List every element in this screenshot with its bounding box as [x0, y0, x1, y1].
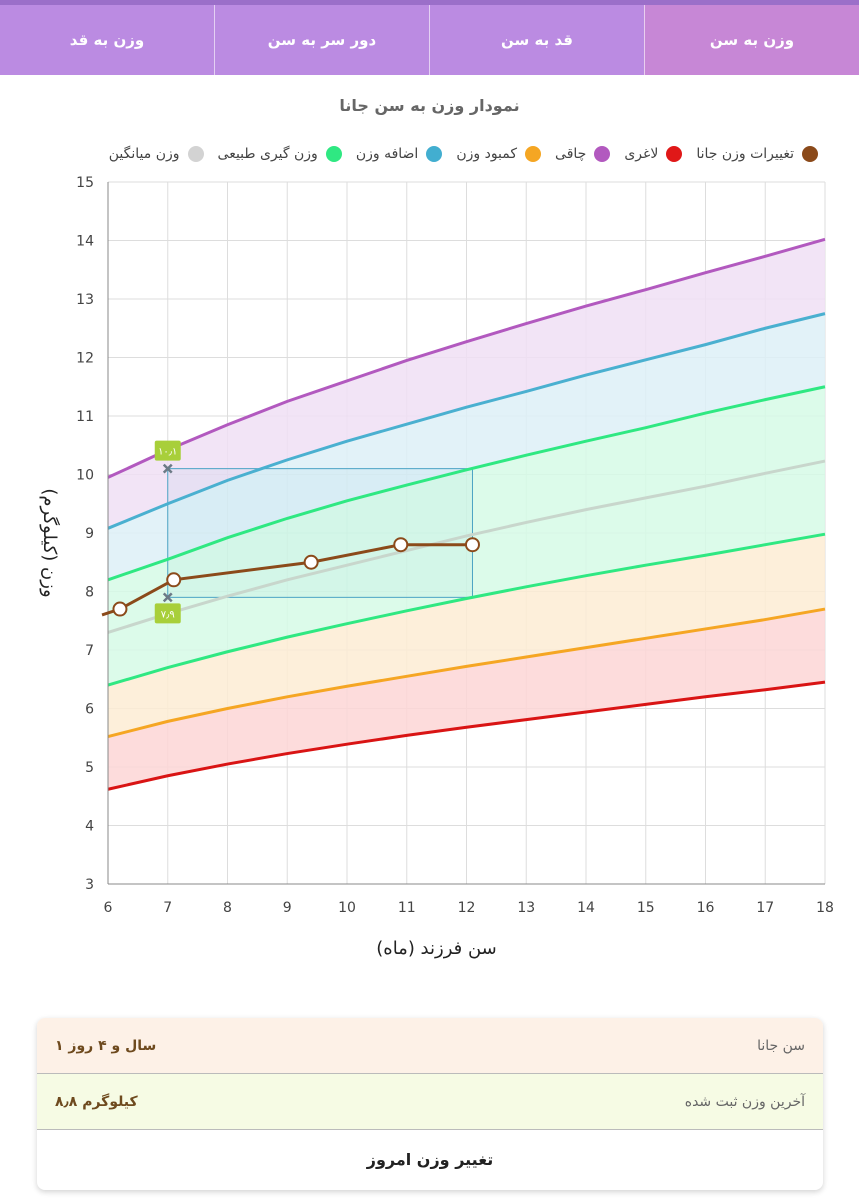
- y-tick-label: 14: [76, 234, 94, 250]
- legend-dot-icon: [594, 146, 611, 162]
- legend-dot-icon: [802, 146, 818, 162]
- x-tick-label: 7: [163, 900, 172, 916]
- legend-dot-icon: [325, 146, 342, 162]
- child-weight-point: [303, 554, 319, 570]
- y-tick-label: 13: [76, 292, 94, 308]
- change-weight-today-button[interactable]: تغییر وزن امروز: [366, 1149, 494, 1169]
- percentile-band: [108, 461, 825, 686]
- percentile-band: [108, 386, 825, 633]
- marker-label-badge: [154, 603, 181, 624]
- child-weight-point: [393, 537, 409, 553]
- child-weight-point: [166, 572, 182, 588]
- tab-bar: وزن به سن قد به سن دور سر به سن وزن به ق…: [0, 5, 859, 75]
- x-tick-label: 13: [517, 900, 535, 916]
- y-tick-label: 9: [85, 526, 94, 542]
- top-accent-bar: [0, 0, 859, 5]
- percentile-band: [108, 609, 825, 790]
- legend-item[interactable]: وزن میانگین: [109, 146, 204, 162]
- x-tick-label: 16: [697, 900, 715, 916]
- x-tick-label: 18: [816, 900, 834, 916]
- marker-label: ۷٫۹: [161, 609, 175, 620]
- y-tick-label: 7: [85, 643, 94, 659]
- age-value: ۱ سال و ۴ روز: [55, 1037, 157, 1054]
- y-tick-label: 3: [85, 877, 94, 893]
- x-tick-label: 11: [398, 900, 416, 916]
- percentile-band: [108, 313, 825, 580]
- legend-dot-icon: [187, 146, 204, 162]
- y-tick-label: 10: [76, 468, 94, 484]
- chart-title: نمودار وزن به سن جانا: [339, 96, 520, 115]
- last-weight-label: آخرین وزن ثبت شده: [684, 1093, 805, 1110]
- legend-label: لاغری: [624, 146, 659, 162]
- legend-item[interactable]: لاغری: [624, 146, 683, 162]
- child-weight-point: [112, 601, 128, 617]
- tab-weight-for-height[interactable]: وزن به قد: [69, 31, 145, 49]
- legend-label: وزن گیری طبیعی: [217, 146, 318, 162]
- x-tick-label: 9: [283, 900, 292, 916]
- weight-for-age-chart: 6 7 8 9 10 11 12 13 14 15 16 17 18 3 4 5 6 7 8 9 10 11 12 13 14 1…: [39, 175, 834, 959]
- x-tick-label: 10: [338, 900, 356, 916]
- cross-marker-icon: [162, 463, 173, 474]
- reference-curve: [107, 680, 826, 791]
- x-tick-label: 12: [458, 900, 476, 916]
- normal-range-box: [167, 468, 473, 598]
- legend-item[interactable]: چاقی: [555, 146, 611, 162]
- y-tick-label: 4: [85, 819, 94, 835]
- reference-curve: [107, 385, 826, 582]
- tab-height-for-age[interactable]: قد به سن: [429, 5, 644, 75]
- y-tick-label: 11: [76, 409, 94, 425]
- legend-label: کمبود وزن: [456, 146, 518, 162]
- reference-curve: [107, 459, 826, 634]
- marker-label: ۱۰٫۱: [158, 447, 177, 458]
- legend-label: چاقی: [555, 146, 587, 162]
- legend-item[interactable]: کمبود وزن: [456, 146, 542, 162]
- y-tick-label: 12: [76, 351, 94, 367]
- y-tick-label: 6: [85, 702, 94, 718]
- reference-curve: [107, 532, 826, 687]
- x-tick-label: 15: [637, 900, 655, 916]
- legend-label: اضافه وزن: [355, 146, 419, 162]
- reference-curve: [107, 607, 826, 739]
- percentile-band: [108, 534, 825, 737]
- legend-item[interactable]: اضافه وزن: [356, 146, 443, 162]
- legend-label: تغییرات وزن جانا: [696, 146, 794, 162]
- cross-marker-icon: [162, 592, 173, 603]
- x-axis-title: سن فرزند (ماه): [376, 938, 497, 959]
- info-card: ۱ سال و ۴ روز سن جانا ۸٫۸ کیلوگرم آخرین …: [37, 1018, 823, 1190]
- x-tick-label: 17: [756, 900, 774, 916]
- y-tick-label: 15: [76, 175, 94, 191]
- weight-row: ۸٫۸ کیلوگرم آخرین وزن ثبت شده: [37, 1074, 823, 1130]
- marker-label-badge: [154, 440, 181, 461]
- reference-curve: [107, 237, 826, 479]
- legend-dot-icon: [666, 146, 683, 162]
- percentile-band: [108, 239, 825, 529]
- y-tick-label: 5: [85, 760, 94, 776]
- x-tick-label: 6: [104, 900, 113, 916]
- legend-dot-icon: [426, 146, 443, 162]
- legend-item[interactable]: تغییرات وزن جانا: [696, 146, 818, 162]
- tab-weight-for-age[interactable]: وزن به سن: [644, 5, 859, 75]
- x-tick-label: 14: [577, 900, 595, 916]
- age-row: ۱ سال و ۴ روز سن جانا: [37, 1018, 823, 1074]
- child-weight-point: [464, 537, 480, 553]
- legend-item[interactable]: وزن گیری طبیعی: [218, 146, 342, 162]
- x-tick-label: 8: [223, 900, 232, 916]
- chart-legend: تغییرات وزن جانا لاغری چاقی کمبود وزن اضافه …: [18, 146, 818, 162]
- legend-label: وزن میانگین: [108, 146, 180, 162]
- reference-curve: [107, 312, 826, 530]
- legend-dot-icon: [525, 146, 542, 162]
- y-tick-label: 8: [85, 585, 94, 601]
- tab-head-circumference-for-age[interactable]: دور سر به سن: [214, 5, 429, 75]
- y-axis-title: وزن (کیلوگرم): [39, 488, 61, 597]
- age-label: سن جانا: [757, 1037, 805, 1054]
- last-weight-value: ۸٫۸ کیلوگرم: [55, 1093, 138, 1110]
